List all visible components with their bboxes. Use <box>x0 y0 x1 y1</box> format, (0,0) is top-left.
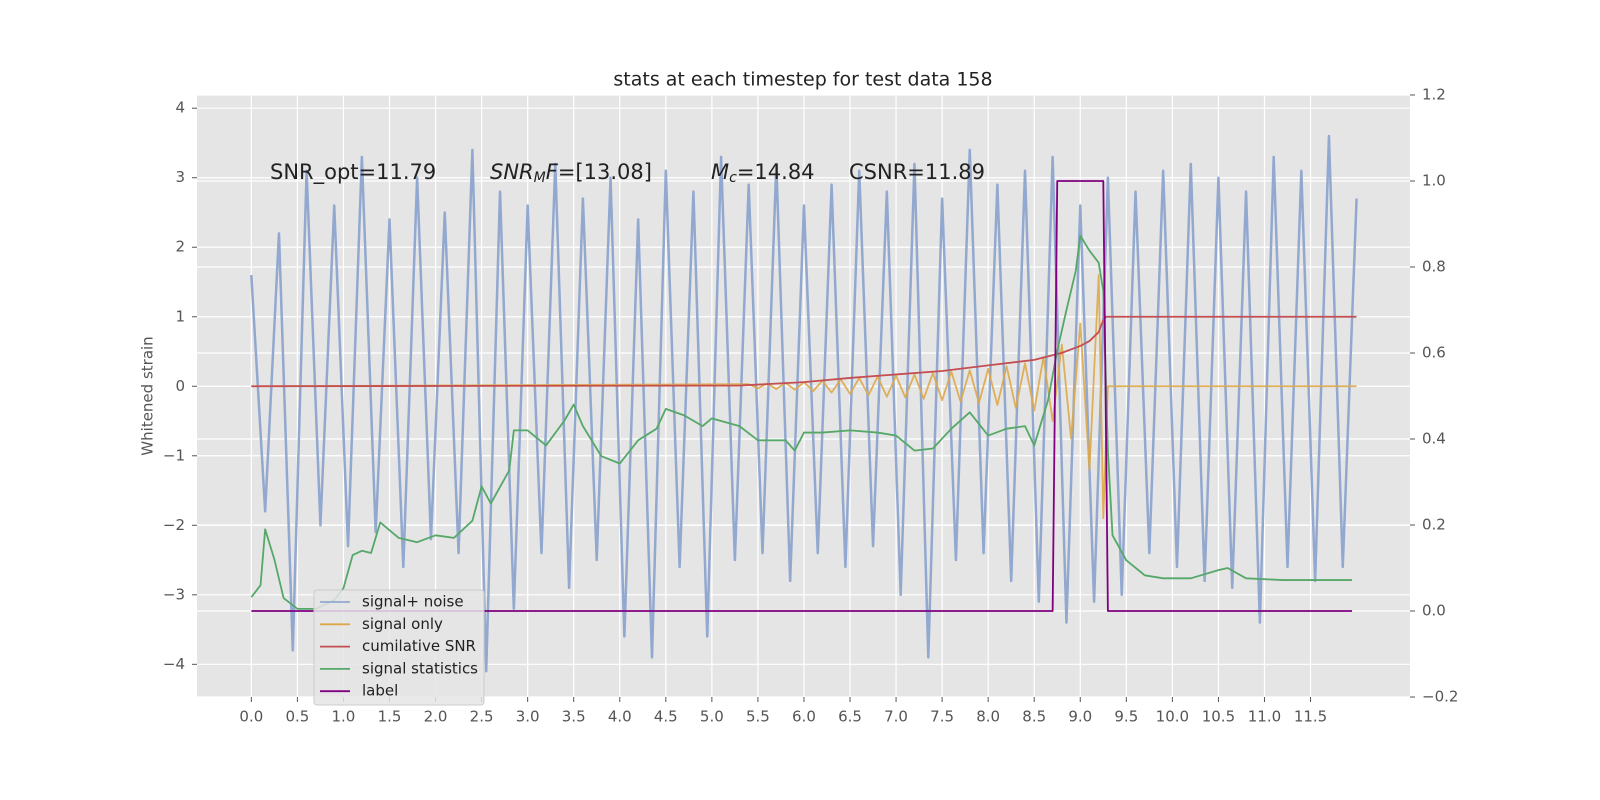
x-tick-label: 8.5 <box>1022 708 1046 726</box>
x-tick-label: 6.0 <box>792 708 816 726</box>
legend-label: signal statistics <box>362 659 478 677</box>
x-tick-label: 2.0 <box>424 708 448 726</box>
y-tick-label: −4 <box>163 655 185 673</box>
annotation-part: =14.84 <box>737 160 815 184</box>
x-tick-label: 3.0 <box>516 708 540 726</box>
y2-tick-label: 0.4 <box>1422 430 1446 448</box>
y2-tick-label: −0.2 <box>1422 688 1458 706</box>
annotation: CSNR=11.89 <box>849 160 985 184</box>
annotation: SNR_opt=11.79 <box>270 160 436 185</box>
x-tick-label: 7.5 <box>930 708 954 726</box>
annotation-part: M <box>534 170 546 186</box>
y-tick-label: 0 <box>175 377 185 395</box>
y-tick-label: 2 <box>175 238 185 256</box>
annotation: Mc=14.84 <box>711 160 815 186</box>
series-line <box>251 180 1352 612</box>
y-tick-label: 1 <box>175 307 185 325</box>
legend-label: label <box>362 682 398 700</box>
x-tick-label: 3.5 <box>562 708 586 726</box>
y-tick-label: −1 <box>163 446 185 464</box>
y2-tick-label: 1.2 <box>1422 86 1446 104</box>
y2-tick-label: 0.6 <box>1422 344 1446 362</box>
annotation-part: c <box>729 170 737 186</box>
x-tick-label: 10.0 <box>1156 708 1189 726</box>
y-axis-label: Whitened strain <box>139 336 157 455</box>
annotation-part: SNR <box>490 160 534 184</box>
x-tick-label: 9.5 <box>1114 708 1138 726</box>
x-tick-label: 5.0 <box>700 708 724 726</box>
x-tick-label: 8.0 <box>976 708 1000 726</box>
x-tick-label: 0.5 <box>285 708 309 726</box>
y2-tick-label: 0.0 <box>1422 602 1446 620</box>
chart-title: stats at each timestep for test data 158 <box>613 69 992 91</box>
x-tick-label: 5.5 <box>746 708 770 726</box>
annotation: SNRMF=[13.08] <box>490 160 652 186</box>
x-tick-label: 11.5 <box>1294 708 1327 726</box>
legend-label: cumilative SNR <box>362 637 476 655</box>
legend-box <box>313 589 485 706</box>
legend-label: signal only <box>362 615 443 633</box>
y-tick-label: 3 <box>175 168 185 186</box>
x-tick-label: 1.0 <box>332 708 356 726</box>
x-tick-label: 0.0 <box>239 708 263 726</box>
annotation-part: F <box>546 160 559 184</box>
y2-tick-label: 0.2 <box>1422 516 1446 534</box>
x-tick-label: 2.5 <box>470 708 494 726</box>
annotation-part: =[13.08] <box>558 160 652 184</box>
y-tick-label: −2 <box>163 516 185 534</box>
x-tick-label: 1.5 <box>378 708 402 726</box>
x-tick-label: 10.5 <box>1202 708 1235 726</box>
annotation-part: M <box>711 160 729 184</box>
y-tick-label: 4 <box>175 99 185 117</box>
x-tick-label: 11.0 <box>1248 708 1281 726</box>
x-tick-label: 7.0 <box>884 708 908 726</box>
x-tick-label: 4.5 <box>654 708 678 726</box>
legend-label: signal+ noise <box>362 593 464 611</box>
x-tick-label: 6.5 <box>838 708 862 726</box>
series-line <box>251 315 1357 388</box>
x-tick-label: 9.0 <box>1068 708 1092 726</box>
y2-tick-label: 0.8 <box>1422 258 1446 276</box>
series-line <box>250 134 1358 673</box>
y2-tick-label: 1.0 <box>1422 172 1446 190</box>
x-tick-label: 4.0 <box>608 708 632 726</box>
y-tick-label: −3 <box>163 585 185 603</box>
